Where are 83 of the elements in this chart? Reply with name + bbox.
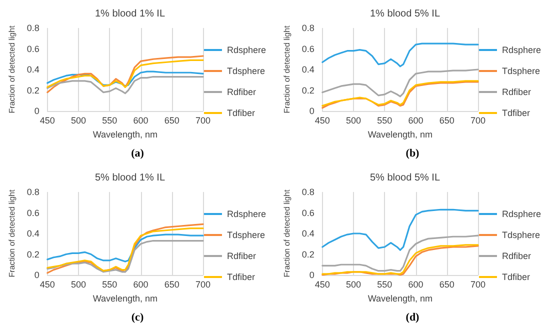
legend-label: Rdfiber <box>502 87 531 97</box>
y-tick-label: 0.8 <box>302 186 314 196</box>
y-axis-title: Fraction of detected light <box>282 188 292 277</box>
y-axis-title: Fraction of detected light <box>8 24 16 114</box>
y-tick-label: 0.2 <box>302 248 314 259</box>
y-tick-label: 0.6 <box>302 207 314 218</box>
legend-label: Tdsphere <box>226 66 266 76</box>
chart-title: 1% blood 1% IL <box>94 8 166 20</box>
y-tick-label: 0.2 <box>26 85 40 96</box>
legend-label: Rdfiber <box>226 87 256 97</box>
x-tick-label: 650 <box>164 279 180 289</box>
legend-label: Tdfiber <box>226 272 255 282</box>
y-axis-title: Fraction of detected light <box>8 188 16 277</box>
legend-label: Rdfiber <box>226 250 256 260</box>
x-tick-label: 550 <box>377 116 392 126</box>
x-axis-title: Wavelength, nm <box>368 292 433 303</box>
x-tick-label: 600 <box>408 279 424 289</box>
text: (a) <box>131 148 144 160</box>
x-axis-title: Wavelength, nm <box>92 129 158 140</box>
x-axis-title: Wavelength, nm <box>92 292 158 303</box>
chart-title: 5% blood 1% IL <box>94 172 166 183</box>
x-tick-label: 550 <box>102 279 118 289</box>
y-tick-label: 0.2 <box>302 85 314 96</box>
y-tick-label: 0 <box>34 270 40 280</box>
legend-label: Rdfiber <box>502 250 531 260</box>
x-tick-label: 450 <box>40 279 55 289</box>
x-tick-label: 450 <box>314 279 330 289</box>
x-tick-label: 500 <box>346 116 362 126</box>
y-tick-label: 0 <box>309 106 314 116</box>
x-tick-label: 450 <box>40 116 55 126</box>
y-tick-label: 0.6 <box>26 44 40 54</box>
x-tick-label: 600 <box>133 116 148 126</box>
legend-label: Tdfiber <box>502 272 530 282</box>
chart-title: 1% blood 5% IL <box>370 8 440 20</box>
y-tick-label: 0 <box>309 270 314 280</box>
legend-label: Tdsphere <box>226 230 266 240</box>
y-tick-label: 0.2 <box>26 248 40 259</box>
x-tick-label: 650 <box>164 116 180 126</box>
x-tick-label: 650 <box>439 279 454 289</box>
x-tick-label: 600 <box>408 116 424 126</box>
y-tick-label: 0 <box>34 106 40 116</box>
text: (c) <box>131 311 144 323</box>
legend-label: Tdsphere <box>502 230 540 240</box>
y-tick-label: 0.4 <box>26 64 40 74</box>
legend-label: Rdsphere <box>502 45 542 55</box>
x-tick-label: 500 <box>71 279 86 289</box>
y-tick-label: 0.6 <box>302 44 314 54</box>
y-tick-label: 0.8 <box>26 186 40 196</box>
chart-title: 5% blood 5% IL <box>370 172 440 183</box>
legend-label: Rdsphere <box>502 208 542 218</box>
line-series <box>46 55 204 94</box>
line-series <box>46 76 204 94</box>
x-tick-label: 500 <box>71 116 86 126</box>
text: (d) <box>406 311 420 323</box>
line-series <box>46 239 204 272</box>
y-tick-label: 0.6 <box>26 207 40 218</box>
x-tick-label: 700 <box>470 279 486 289</box>
line-series <box>322 208 479 250</box>
y-tick-label: 0.8 <box>302 23 314 33</box>
legend-label: Rdsphere <box>226 45 266 55</box>
text: (b) <box>406 148 420 160</box>
x-tick-label: 700 <box>470 116 486 126</box>
x-tick-label: 500 <box>346 279 362 289</box>
legend-label: Tdfiber <box>226 108 255 118</box>
x-tick-label: 600 <box>133 279 148 289</box>
x-tick-label: 450 <box>314 116 330 126</box>
line-series <box>46 70 204 87</box>
x-tick-label: 550 <box>377 279 392 289</box>
x-axis-title: Wavelength, nm <box>368 129 433 140</box>
legend-label: Tdsphere <box>502 66 540 76</box>
y-tick-label: 0.4 <box>302 228 314 238</box>
x-tick-label: 550 <box>102 116 118 126</box>
line-series <box>46 59 204 88</box>
legend-label: Tdfiber <box>502 108 530 118</box>
line-series <box>322 42 479 68</box>
y-axis-title: Fraction of detected light <box>282 24 292 114</box>
y-tick-label: 0.8 <box>26 23 40 33</box>
x-tick-label: 700 <box>195 116 211 126</box>
x-tick-label: 650 <box>439 116 454 126</box>
y-tick-label: 0.4 <box>302 64 314 74</box>
x-tick-label: 700 <box>195 279 211 289</box>
y-tick-label: 0.4 <box>26 228 40 238</box>
legend-label: Rdsphere <box>226 208 266 218</box>
